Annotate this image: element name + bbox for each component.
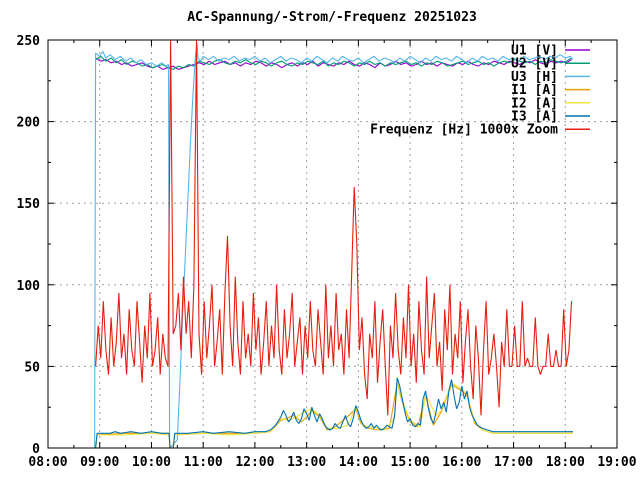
x-tick-label: 08:00 — [28, 455, 67, 470]
legend-label: Frequenz [Hz] 1000x Zoom — [370, 123, 558, 138]
series-line-i2 — [95, 380, 573, 449]
y-tick-label: 0 — [32, 442, 40, 457]
tick-layer — [47, 39, 618, 449]
grid-layer — [48, 40, 617, 448]
legend-label: U3 [H] — [511, 70, 558, 85]
y-tick-label: 100 — [17, 279, 41, 294]
y-tick-label: 200 — [17, 116, 41, 131]
x-tick-label: 15:00 — [391, 455, 430, 470]
series-line-u3 — [94, 43, 574, 449]
y-tick-label: 50 — [24, 360, 40, 375]
axis-label-layer: 08:00 09:00 10:00 11:00 12:00 13:00 14:00 15:00… — [17, 34, 637, 470]
x-tick-label: 14:00 — [339, 455, 378, 470]
chart-legend: U1 [V]U2 [V]U3 [H]I1 [A]I2 [A]I3 [A]Freq… — [370, 44, 590, 138]
legend-label: U1 [V] — [511, 44, 558, 59]
series-line-u1 — [95, 57, 572, 70]
y-tick-label: 150 — [17, 197, 41, 212]
chart-title: AC-Spannung/-Strom/-Frequenz 20251023 — [187, 10, 477, 25]
x-tick-label: 16:00 — [442, 455, 481, 470]
series-line-i3 — [95, 377, 573, 449]
x-tick-label: 13:00 — [287, 455, 326, 470]
series-line-u2 — [95, 55, 572, 70]
x-tick-label: 17:00 — [494, 455, 533, 470]
x-tick-label: 11:00 — [184, 455, 223, 470]
x-tick-label: 09:00 — [80, 455, 119, 470]
series-layer — [94, 39, 574, 449]
y-tick-label: 250 — [17, 34, 41, 49]
series-line-frequenz — [95, 39, 573, 416]
legend-label: I3 [A] — [511, 110, 558, 125]
x-tick-label: 19:00 — [597, 455, 636, 470]
legend-label: I1 [A] — [511, 83, 558, 98]
series-line-i1 — [95, 382, 573, 449]
legend-label: U2 [V] — [511, 57, 558, 72]
x-tick-label: 10:00 — [132, 455, 171, 470]
x-tick-label: 18:00 — [546, 455, 585, 470]
legend-label: I2 [A] — [511, 96, 558, 111]
x-tick-label: 12:00 — [235, 455, 274, 470]
